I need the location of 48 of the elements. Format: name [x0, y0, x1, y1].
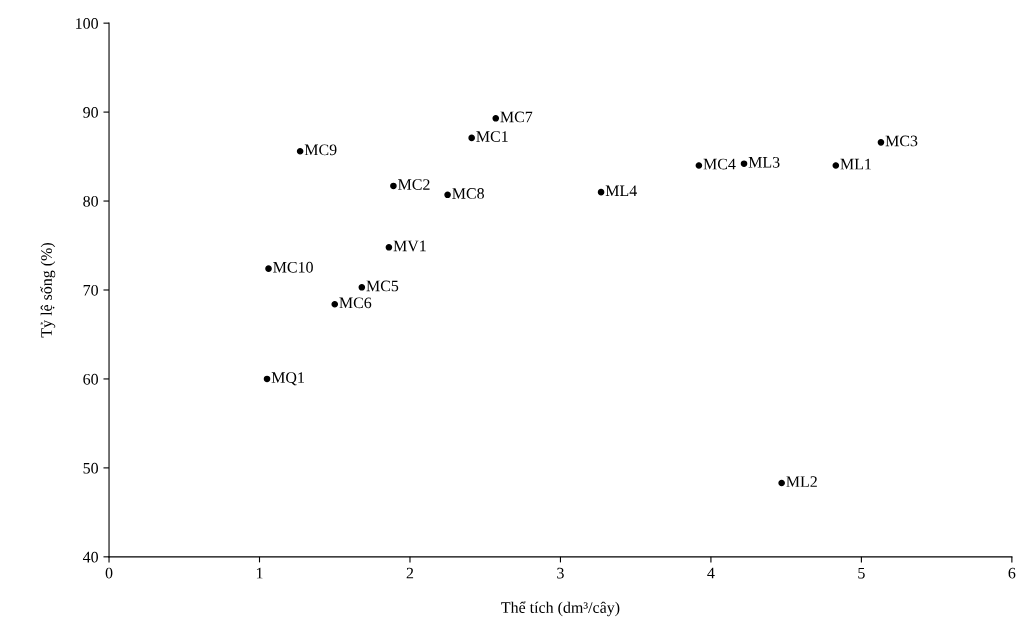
- point: [265, 265, 272, 272]
- y-tick-label: 70: [83, 284, 99, 296]
- data-label: MC8: [452, 188, 484, 199]
- x-tick-label: 0: [105, 567, 113, 579]
- point: [597, 188, 605, 196]
- x-tick-label: 2: [406, 567, 414, 579]
- y-axis-title: Tỷ lệ sống (%): [40, 243, 56, 338]
- y-tick-label: 60: [83, 373, 99, 385]
- data-label: MC5: [366, 280, 399, 292]
- data-label: MC10: [273, 261, 313, 273]
- y-tick-label: 40: [82, 551, 99, 563]
- point: [468, 134, 475, 142]
- data-label: MC4: [703, 158, 736, 170]
- point: [358, 284, 366, 291]
- data-label: MC9: [304, 144, 337, 156]
- x-tick-label: 5: [858, 567, 865, 579]
- data-label: MQ1: [271, 372, 304, 386]
- x-axis-title: Thể tích (dm³/cây): [501, 601, 620, 617]
- point: [877, 139, 885, 146]
- point: [385, 244, 393, 251]
- point: [778, 479, 785, 487]
- data-label: MC6: [339, 297, 372, 309]
- data-label: ML3: [748, 156, 780, 168]
- y-tick-label: 90: [83, 107, 99, 118]
- data-label: MC3: [885, 135, 918, 147]
- point: [695, 162, 703, 169]
- data-label: MC1: [476, 131, 508, 142]
- data-label: ML4: [605, 185, 637, 196]
- x-tick-label: 6: [1008, 567, 1016, 579]
- x-tick-label: 4: [707, 567, 715, 579]
- data-label: MC7: [500, 111, 533, 123]
- x-tick-label: 3: [557, 567, 564, 579]
- data-label: MV1: [393, 240, 426, 252]
- y-tick-label: 100: [76, 18, 99, 29]
- data-label: ML2: [786, 476, 817, 487]
- x-tick-label: 1: [256, 567, 263, 579]
- point: [740, 160, 748, 167]
- point: [263, 375, 271, 383]
- point: [296, 147, 304, 155]
- point: [492, 115, 500, 122]
- y-tick-label: 80: [83, 195, 99, 207]
- point: [390, 182, 397, 190]
- point: [832, 162, 840, 169]
- data-label: MC2: [398, 179, 430, 190]
- point: [444, 191, 451, 199]
- data-label: ML1: [840, 158, 871, 170]
- y-tick-label: 50: [83, 462, 99, 474]
- point: [331, 300, 339, 308]
